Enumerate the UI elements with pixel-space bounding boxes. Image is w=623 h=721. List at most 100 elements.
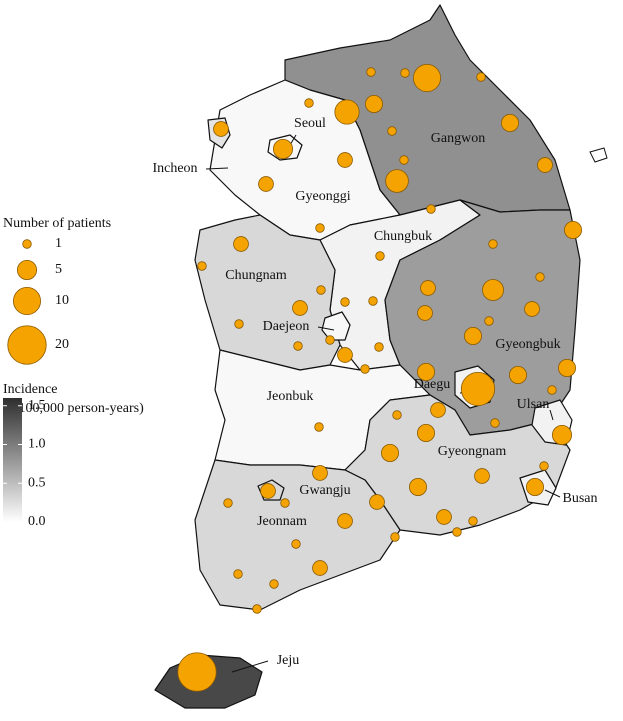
patient-site bbox=[551, 424, 573, 446]
patient-site bbox=[337, 513, 353, 529]
size-legend-label: 5 bbox=[55, 262, 62, 277]
patient-site bbox=[213, 121, 229, 137]
patient-site bbox=[233, 236, 249, 252]
patient-site bbox=[375, 251, 385, 261]
leader-lines bbox=[205, 134, 561, 673]
patient-site bbox=[488, 239, 498, 249]
patient-site bbox=[316, 285, 326, 295]
colorbar-label: 0.5 bbox=[28, 475, 46, 490]
patient-site bbox=[385, 169, 409, 193]
region-label: Seoul bbox=[294, 116, 326, 131]
patient-site bbox=[387, 126, 397, 136]
patient-site bbox=[366, 67, 376, 77]
colorbar-label: 0.0 bbox=[28, 514, 46, 529]
patient-site bbox=[539, 461, 549, 471]
patient-site bbox=[468, 516, 478, 526]
patient-site bbox=[420, 280, 436, 296]
patient-site bbox=[315, 223, 325, 233]
patient-site bbox=[340, 297, 350, 307]
patient-site bbox=[197, 261, 207, 271]
patient-site bbox=[364, 95, 383, 114]
patient-site bbox=[260, 483, 276, 499]
size-legend-label: 10 bbox=[55, 293, 69, 308]
patient-site bbox=[334, 99, 360, 125]
region-label: Incheon bbox=[152, 161, 197, 176]
patient-site bbox=[390, 532, 400, 542]
size-legend-label: 1 bbox=[55, 236, 62, 251]
region-label: Jeonbuk bbox=[267, 389, 314, 404]
patient-site bbox=[436, 509, 452, 525]
region bbox=[321, 311, 351, 341]
region-label: Ulsan bbox=[517, 397, 550, 412]
patient-site bbox=[312, 560, 328, 576]
patient-site bbox=[280, 498, 290, 508]
patient-site bbox=[474, 468, 490, 484]
patient-site bbox=[547, 385, 557, 395]
patient-site bbox=[564, 220, 583, 239]
patient-site bbox=[325, 335, 335, 345]
patient-site bbox=[369, 494, 385, 510]
patient-site bbox=[392, 410, 402, 420]
region-label: Gangwon bbox=[431, 131, 485, 146]
patient-site bbox=[416, 423, 435, 442]
patient-site bbox=[408, 477, 427, 496]
patient-site bbox=[291, 539, 301, 549]
colorbar bbox=[3, 398, 22, 522]
patient-site bbox=[426, 204, 436, 214]
patient-site bbox=[272, 138, 294, 160]
region-label: Gyeongbuk bbox=[495, 337, 560, 352]
size-legend-circle bbox=[22, 239, 32, 249]
patient-site bbox=[223, 498, 233, 508]
region-label: Chungnam bbox=[225, 268, 287, 283]
patient-site bbox=[380, 443, 399, 462]
patient-site bbox=[312, 465, 328, 481]
colorbar-label: 1.0 bbox=[28, 437, 46, 452]
region-label: Jeju bbox=[277, 653, 300, 668]
region-label: Gyeonggi bbox=[295, 189, 350, 204]
patient-site bbox=[416, 362, 435, 381]
color-legend-title: (1/100,000 person-years) bbox=[3, 401, 144, 416]
patient-site bbox=[293, 341, 303, 351]
colorbar-label: 1.5 bbox=[28, 398, 46, 413]
patient-site bbox=[368, 296, 378, 306]
patient-site bbox=[360, 364, 370, 374]
patient-site bbox=[484, 316, 494, 326]
patient-site bbox=[476, 72, 486, 82]
patient-site bbox=[177, 652, 217, 692]
patient-site bbox=[269, 579, 279, 589]
patient-site bbox=[233, 569, 243, 579]
patient-site bbox=[337, 152, 353, 168]
patient-site bbox=[417, 305, 433, 321]
patient-site bbox=[460, 371, 496, 407]
patient-site bbox=[508, 365, 527, 384]
patient-site bbox=[413, 64, 441, 92]
patient-site bbox=[500, 114, 519, 133]
patient-site bbox=[374, 342, 384, 352]
patient-site bbox=[537, 157, 553, 173]
size-legend-circle bbox=[13, 287, 41, 315]
patient-site bbox=[430, 402, 446, 418]
patient-site bbox=[526, 477, 545, 496]
region-label: Daejeon bbox=[263, 319, 310, 334]
patient-site bbox=[258, 176, 274, 192]
region-label: Chungbuk bbox=[374, 229, 432, 244]
patient-site bbox=[490, 418, 500, 428]
region-label: Daegu bbox=[414, 377, 451, 392]
patient-site bbox=[314, 422, 324, 432]
patient-site bbox=[535, 272, 545, 282]
patient-site bbox=[400, 68, 410, 78]
patient-site bbox=[524, 301, 540, 317]
size-legend-title: Number of patients bbox=[3, 216, 111, 231]
size-legend-circle bbox=[7, 325, 47, 365]
patient-site bbox=[463, 326, 482, 345]
region-label: Jeonnam bbox=[257, 514, 307, 529]
region bbox=[194, 214, 341, 371]
region-label: Gwangju bbox=[299, 483, 350, 498]
patient-site bbox=[304, 98, 314, 108]
patient-site bbox=[337, 347, 353, 363]
patient-site bbox=[558, 358, 577, 377]
island bbox=[589, 147, 608, 163]
region-label: Gyeongnam bbox=[438, 444, 507, 459]
color-legend-title: Incidence bbox=[3, 382, 57, 397]
